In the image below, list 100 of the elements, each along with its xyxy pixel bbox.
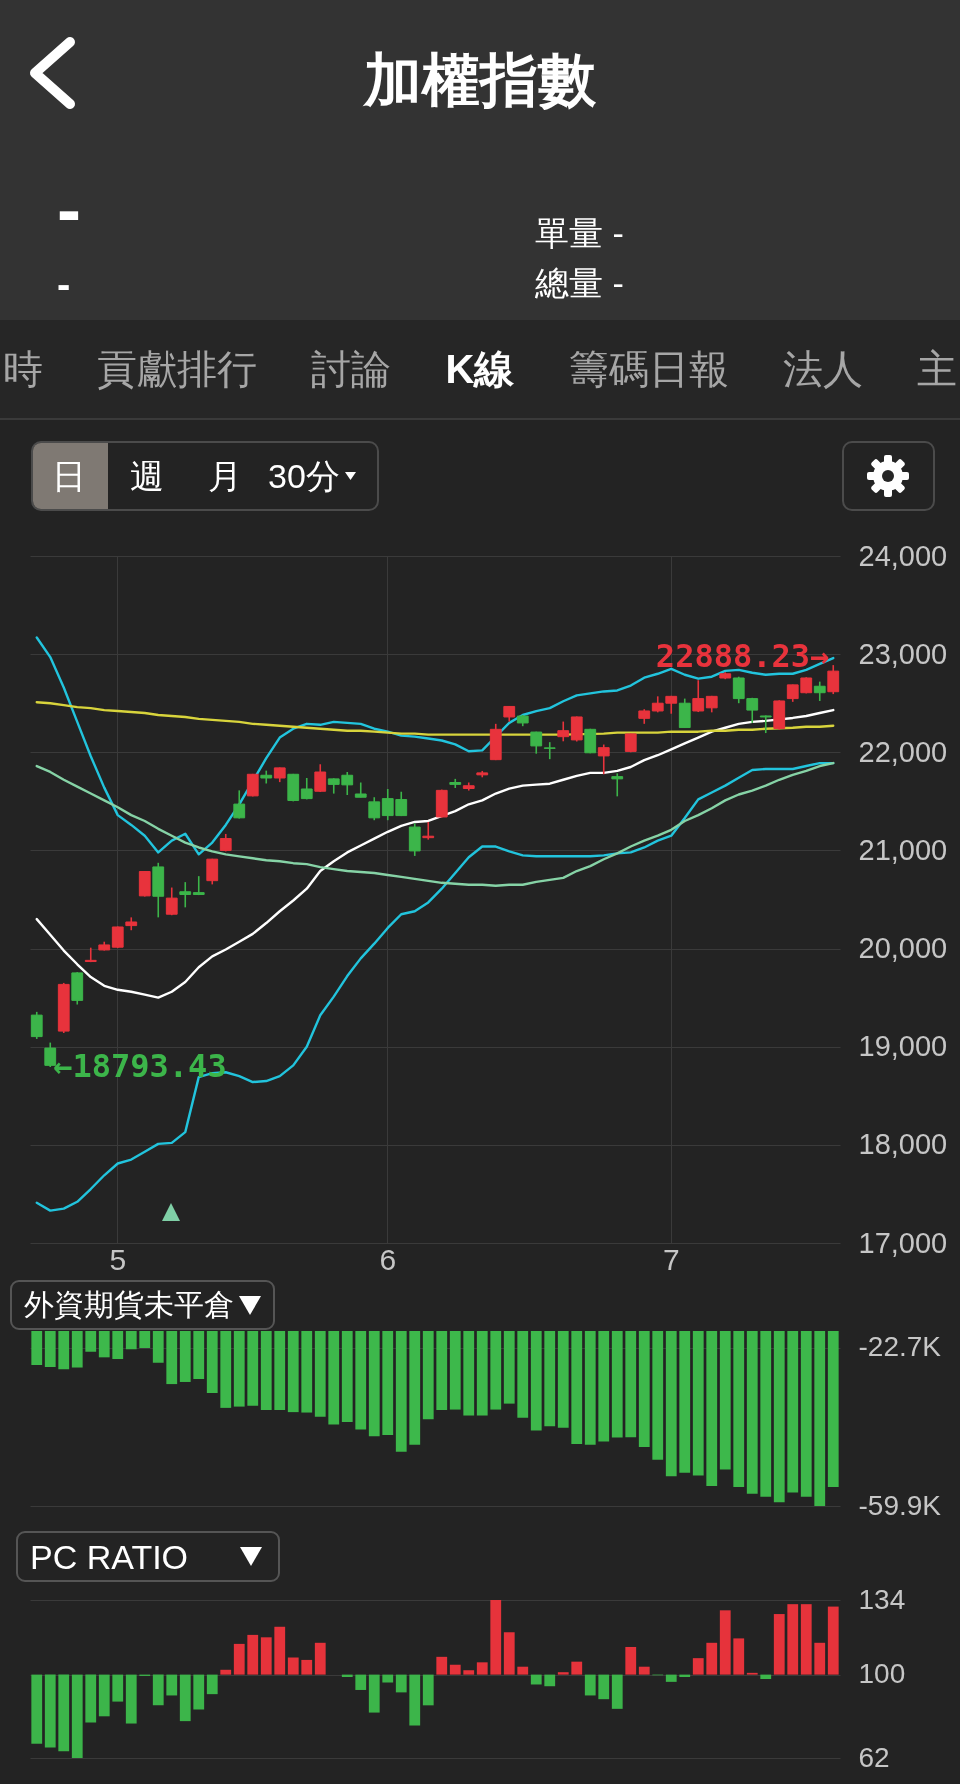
bar (625, 1646, 637, 1675)
candlestick (408, 822, 421, 857)
bar (71, 1674, 83, 1758)
bar (395, 1674, 407, 1693)
text: 貢獻排行 (97, 347, 258, 391)
text: 討論 (311, 347, 392, 391)
x-tick-label: 6 (379, 1242, 397, 1276)
candlestick (30, 1011, 43, 1040)
bar (355, 1674, 367, 1690)
bar (58, 1674, 70, 1752)
bar (503, 1632, 515, 1675)
bar (476, 1662, 488, 1675)
candlestick (827, 664, 840, 695)
chart-title: 外資期貨未平倉 (24, 1288, 234, 1321)
y-tick-label: 17,000 (858, 1226, 948, 1259)
bar (665, 1674, 677, 1682)
bar (314, 1642, 326, 1675)
bar (787, 1604, 799, 1675)
bar (125, 1674, 137, 1724)
bar (422, 1674, 434, 1706)
y-tick-label: 18,000 (858, 1128, 948, 1161)
x-tick-label: 5 (109, 1242, 127, 1276)
bar (557, 1672, 569, 1675)
bar (152, 1674, 164, 1706)
candlestick (692, 679, 705, 713)
candlestick (597, 743, 610, 776)
candlestick (165, 886, 178, 916)
text: 籌碼日報 (568, 347, 729, 391)
candlestick (530, 730, 543, 755)
bar (166, 1674, 178, 1696)
bar (719, 1610, 731, 1675)
y-tick-label: 19,000 (858, 1030, 948, 1063)
text: 時 (3, 347, 43, 391)
y-tick-label: -22.7K (858, 1331, 942, 1363)
candlestick (314, 763, 327, 793)
dropdown-button: 外資期貨未平倉 (10, 1280, 275, 1330)
annotation: 22888.23→ (655, 637, 830, 676)
bar (800, 1604, 812, 1675)
annotation: ←18793.43 (53, 1046, 227, 1085)
bar (733, 1638, 745, 1675)
bar (827, 1606, 839, 1675)
bar (706, 1642, 718, 1675)
bar (571, 1661, 583, 1675)
line-series (35, 636, 835, 856)
candlestick (759, 714, 772, 734)
bar (193, 1674, 205, 1710)
y-tick-label: 24,000 (858, 539, 948, 572)
bar (274, 1626, 286, 1675)
bar (301, 1659, 313, 1675)
bar (409, 1674, 421, 1726)
bar (517, 1666, 529, 1675)
bar (760, 1674, 772, 1679)
candlestick (179, 881, 192, 909)
x-tick-label: 7 (662, 1242, 680, 1276)
y-tick-label: 100 (858, 1658, 906, 1690)
text: - (57, 169, 81, 249)
bar (544, 1674, 556, 1687)
bar (220, 1669, 232, 1675)
bar (31, 1674, 43, 1744)
candlestick (233, 789, 246, 820)
bar (611, 1674, 623, 1709)
y-tick-label: 62 (858, 1741, 890, 1773)
candlestick (368, 796, 381, 821)
bar (44, 1674, 56, 1748)
text: 月 (208, 457, 242, 495)
bar (85, 1674, 97, 1723)
bar (247, 1634, 259, 1675)
bar (436, 1656, 448, 1675)
bar (692, 1658, 704, 1675)
y-tick-label: 21,000 (858, 833, 948, 866)
bar (490, 1600, 502, 1675)
text: 主 (916, 347, 957, 391)
candlestick (543, 741, 556, 760)
text: 30分 (268, 457, 340, 495)
candlestick (557, 720, 570, 743)
y-tick-label: 134 (858, 1583, 906, 1615)
y-tick-label: 23,000 (858, 637, 948, 670)
bar (287, 1657, 299, 1675)
y-tick-label: 22,000 (858, 735, 948, 768)
y-tick-label: -59.9K (858, 1489, 942, 1521)
text: 日 (52, 457, 86, 495)
text: 單量 - (535, 214, 624, 252)
text: 週 (130, 457, 164, 495)
text: 法人 (782, 347, 863, 391)
bar (112, 1674, 124, 1702)
text: K線 (445, 347, 515, 391)
bar (382, 1674, 394, 1683)
bar (260, 1637, 272, 1675)
bar (233, 1643, 245, 1675)
bar (179, 1674, 191, 1722)
text: - (57, 262, 71, 306)
bar (638, 1666, 650, 1675)
text: 總量 - (535, 264, 624, 302)
candlestick (206, 857, 219, 886)
bar (530, 1674, 542, 1685)
bar (206, 1674, 218, 1695)
bar (773, 1614, 785, 1675)
dropdown-button: PC RATIO (16, 1531, 280, 1582)
bar (368, 1674, 380, 1713)
bar (449, 1664, 461, 1675)
